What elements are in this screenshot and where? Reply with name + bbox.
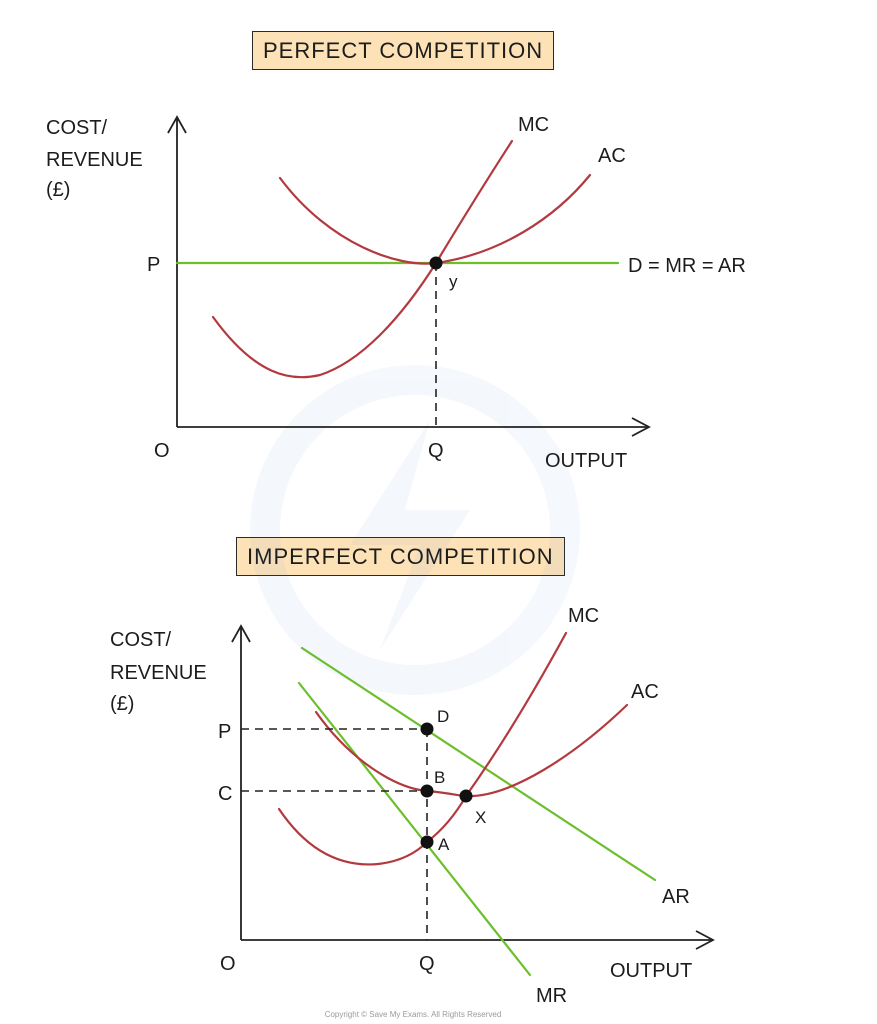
bottom-y-arrow [231, 624, 251, 643]
bottom-x-label: OUTPUT [610, 960, 692, 982]
top-point-y-label: y [449, 272, 458, 291]
bottom-point-d [420, 722, 434, 736]
top-mc-label: MC [518, 114, 549, 136]
top-y-label-line1: COST/ [46, 117, 108, 139]
watermark-logo [250, 365, 580, 695]
bottom-p-label: P [218, 721, 231, 743]
bottom-mc-label: MC [568, 605, 599, 627]
bottom-ac-label: AC [631, 681, 659, 703]
top-point-y [429, 256, 443, 270]
bottom-origin-label: O [220, 953, 236, 975]
imperfect-competition-diagram: COST/ REVENUE (£) P C O Q OUTPUT MC AC A… [110, 605, 715, 1007]
bottom-y-label-line3: (£) [110, 693, 134, 715]
bottom-x-arrow [695, 930, 715, 950]
bottom-y-label-line1: COST/ [110, 629, 172, 651]
bottom-q-label: Q [419, 953, 435, 975]
bottom-point-d-label: D [437, 707, 449, 726]
bottom-ar-label: AR [662, 886, 690, 908]
bottom-point-a [420, 835, 434, 849]
top-p-label: P [147, 254, 160, 276]
bottom-point-a-label: A [438, 835, 450, 854]
bottom-point-x-label: X [475, 808, 486, 827]
bottom-mr-line [297, 681, 532, 977]
top-origin-label: O [154, 440, 170, 462]
imperfect-competition-title: IMPERFECT COMPETITION [236, 537, 565, 576]
bottom-c-label: C [218, 783, 232, 805]
copyright-notice: Copyright © Save My Exams. All Rights Re… [324, 1010, 502, 1019]
top-q-label: Q [428, 440, 444, 462]
top-x-arrow [631, 417, 651, 437]
bottom-y-label-line2: REVENUE [110, 662, 207, 684]
bottom-point-b-label: B [434, 768, 445, 787]
top-y-arrow [167, 115, 187, 134]
perfect-competition-title: PERFECT COMPETITION [252, 31, 555, 70]
bottom-point-b [420, 784, 434, 798]
top-demand-label: D = MR = AR [628, 255, 746, 277]
top-y-label-line3: (£) [46, 179, 70, 201]
bottom-ar-line [300, 646, 657, 882]
bottom-mr-label: MR [536, 985, 567, 1007]
top-mc-curve [211, 139, 514, 379]
bottom-ac-curve [314, 703, 629, 798]
bottom-point-x [459, 789, 473, 803]
top-ac-curve [278, 173, 592, 265]
top-ac-label: AC [598, 145, 626, 167]
perfect-competition-diagram: COST/ REVENUE (£) P O Q OUTPUT MC AC D =… [46, 114, 746, 472]
top-x-label: OUTPUT [545, 450, 627, 472]
top-y-label-line2: REVENUE [46, 149, 143, 171]
